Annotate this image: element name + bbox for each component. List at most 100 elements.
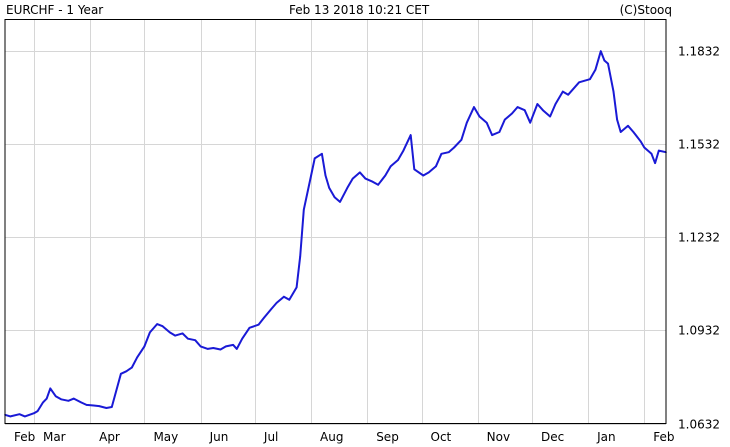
data-point — [67, 400, 70, 402]
data-point — [351, 177, 354, 180]
data-point — [295, 286, 298, 289]
x-tick-label: Nov — [487, 430, 510, 444]
x-tick-label: Mar — [43, 430, 66, 444]
data-point — [149, 331, 151, 334]
data-point — [232, 344, 234, 346]
data-point — [511, 112, 513, 115]
data-point — [612, 90, 615, 93]
data-point — [435, 165, 437, 167]
data-point — [248, 327, 251, 329]
series-group — [4, 50, 667, 418]
data-point — [397, 159, 399, 161]
data-point — [523, 109, 526, 111]
data-point — [299, 255, 302, 258]
data-point — [313, 157, 316, 160]
data-point — [364, 177, 367, 180]
data-point — [589, 78, 591, 80]
data-point — [263, 317, 265, 319]
data-point — [473, 106, 475, 108]
data-point — [219, 348, 222, 351]
data-point — [466, 121, 468, 124]
data-point — [549, 115, 551, 118]
data-point — [422, 174, 425, 177]
data-point — [607, 62, 609, 65]
chart-title: EURCHF - 1 Year — [6, 3, 104, 17]
y-tick-label: 1.1532 — [678, 138, 720, 152]
data-point — [275, 302, 278, 304]
y-axis: 1.0632 1.0932 1.1232 1.1532 1.1832 — [678, 45, 720, 432]
data-point — [578, 81, 580, 84]
x-tick-label: Jun — [209, 430, 229, 444]
data-point — [402, 149, 405, 152]
data-point — [478, 115, 481, 118]
data-point — [650, 153, 653, 155]
data-point — [80, 401, 82, 404]
x-tick-label: Dec — [541, 430, 564, 444]
x-axis: Feb Mar Apr May Jun Jul Aug Sep Oct Nov Dec Jan Feb — [14, 430, 675, 444]
data-point — [616, 118, 618, 121]
data-point — [194, 339, 196, 342]
data-point — [36, 410, 39, 412]
data-point — [567, 93, 569, 96]
grid-lines — [5, 19, 666, 425]
data-point — [111, 406, 113, 408]
data-point — [236, 348, 238, 350]
data-point — [619, 131, 622, 133]
chart-source: (C)Stooq — [619, 3, 672, 17]
data-point — [24, 415, 26, 418]
data-point — [447, 151, 450, 153]
data-point — [187, 337, 189, 340]
data-point — [485, 121, 488, 124]
data-point — [9, 415, 12, 418]
data-point — [603, 59, 606, 62]
data-point — [639, 140, 642, 143]
data-point — [516, 106, 519, 108]
x-tick-label: Jul — [263, 430, 278, 444]
data-point — [18, 413, 21, 416]
data-point — [632, 131, 635, 133]
x-tick-label: Sep — [376, 430, 399, 444]
data-point — [45, 397, 48, 400]
x-tick-label: Oct — [431, 430, 452, 444]
x-tick-label: Jan — [596, 430, 616, 444]
data-point — [212, 347, 215, 349]
data-point — [643, 146, 646, 149]
data-point — [125, 370, 128, 373]
x-tick-label: Apr — [99, 430, 120, 444]
data-point — [92, 404, 95, 407]
data-point — [241, 337, 243, 340]
data-point — [136, 356, 138, 359]
data-point — [359, 171, 361, 174]
x-tick-label: May — [153, 430, 178, 444]
data-point — [98, 405, 100, 407]
x-tick-label: Aug — [320, 430, 343, 444]
y-tick-label: 1.0932 — [678, 324, 720, 338]
data-point — [131, 366, 133, 369]
data-point — [288, 299, 291, 301]
data-point — [283, 295, 285, 298]
data-point — [257, 323, 260, 326]
data-point — [225, 345, 227, 348]
data-point — [491, 134, 493, 136]
data-point — [310, 174, 312, 177]
data-point — [54, 395, 57, 398]
x-tick-label: Feb — [653, 430, 674, 444]
plot-frame — [4, 19, 667, 424]
data-point — [600, 50, 602, 52]
chart-timestamp: Feb 13 2018 10:21 CET — [289, 3, 430, 17]
data-point — [554, 103, 557, 105]
y-tick-label: 1.1832 — [678, 45, 720, 59]
y-tick-label: 1.1232 — [678, 231, 720, 245]
data-point — [333, 196, 336, 199]
data-point — [346, 187, 349, 189]
data-point — [389, 165, 392, 167]
data-point — [627, 125, 629, 127]
data-point — [440, 153, 443, 155]
data-point — [594, 69, 597, 71]
data-point — [33, 412, 35, 415]
series-line — [4, 50, 667, 418]
data-point — [498, 131, 501, 133]
data-point — [460, 139, 463, 141]
